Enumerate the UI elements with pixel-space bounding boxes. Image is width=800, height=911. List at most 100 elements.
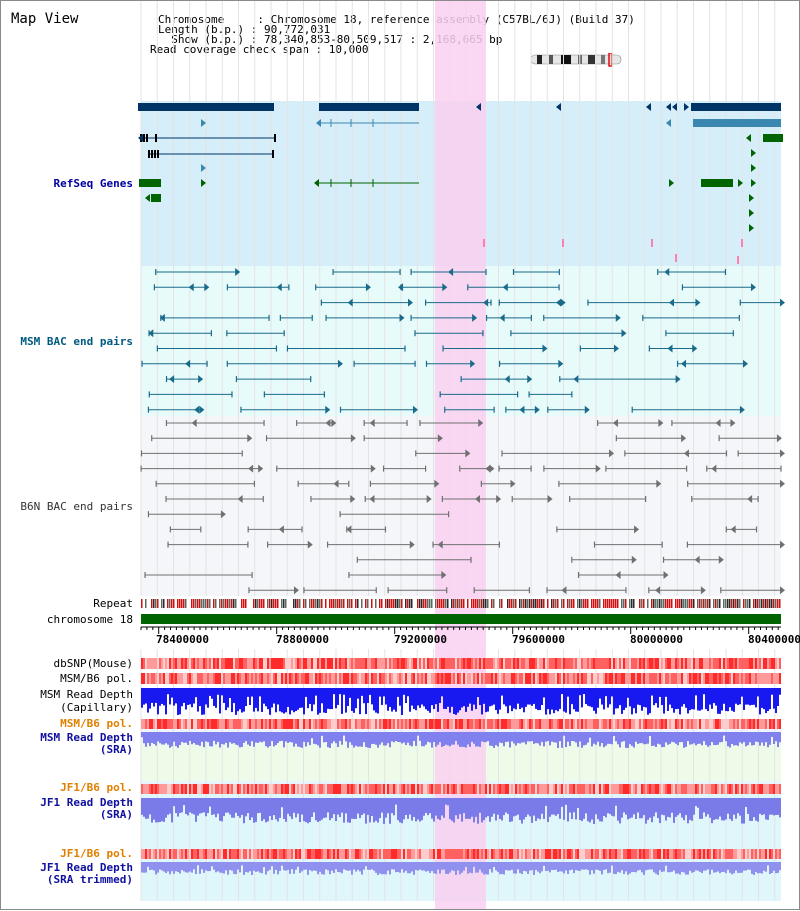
jf1-depth-trim-bin <box>341 862 343 874</box>
msm-b6-pol-sra-bin <box>621 719 623 729</box>
repeat-element <box>337 599 339 608</box>
repeat-element <box>463 599 465 608</box>
dbsnp-bin <box>707 658 709 669</box>
repeat-element <box>375 599 377 608</box>
msm-b6-pol-sra-bin <box>281 719 283 729</box>
msm-b6-pol-bin <box>611 673 613 684</box>
jf1-depth-trim-bin <box>419 862 421 870</box>
refseq-genes-label[interactable]: RefSeq Genes <box>53 177 133 190</box>
bac-end-arrow <box>478 419 484 427</box>
msm-b6-pol-bin <box>225 673 227 684</box>
msm-depth-sra-bin <box>255 732 257 743</box>
msm-depth-capillary-label[interactable]: MSM Read Depth <box>40 688 133 701</box>
jf1-depth-sra-bin <box>155 798 157 823</box>
msm-depth-capillary-bin <box>143 688 145 705</box>
repeat-element <box>199 599 201 608</box>
msm-depth-capillary-bin <box>297 688 299 710</box>
msm-b6-pol-sra-bin <box>217 719 219 729</box>
msm-b6-pol-label[interactable]: MSM/B6 pol. <box>60 672 133 685</box>
msm-depth-sra-bin <box>547 732 549 741</box>
jf1-b6-pol-trim-bin <box>217 849 219 859</box>
msm-b6-pol-sra-label[interactable]: MSM/B6 pol. <box>60 717 133 730</box>
chromosome-ideogram[interactable] <box>529 53 625 67</box>
jf1-depth-sra-bin <box>599 798 601 822</box>
bac-end-arrow <box>776 434 782 443</box>
jf1-b6-pol-trim-label[interactable]: JF1/B6 pol. <box>60 847 133 860</box>
jf1-b6-pol-bin <box>625 784 627 794</box>
jf1-depth-sra-bin <box>495 798 497 821</box>
jf1-b6-pol-bin <box>423 784 425 794</box>
msm-b6-pol-sra-bin <box>535 719 537 729</box>
msm-depth-sra-bin <box>517 732 519 744</box>
msm-depth-capillary-bin <box>221 688 223 696</box>
msm-depth-sra-bin <box>503 732 505 747</box>
msm-b6-pol-sra-bin <box>323 719 325 729</box>
jf1-depth-sra-bin <box>701 798 703 819</box>
jf1-b6-pol-bin <box>473 784 475 794</box>
msm-depth-sra-bin <box>529 732 531 742</box>
jf1-depth-sra-bin <box>247 798 249 814</box>
repeat-element <box>397 599 399 608</box>
msm-depth-capillary-bin <box>693 688 695 710</box>
jf1-b6-pol-trim-bin <box>341 849 343 859</box>
msm-b6-pol-bin <box>627 673 629 684</box>
jf1-depth-sra-bin <box>557 798 559 815</box>
jf1-depth-trim-label[interactable]: JF1 Read Depth <box>40 861 133 874</box>
msm-depth-sra-bin <box>471 732 473 742</box>
msm-depth-capillary-bin <box>639 688 641 706</box>
msm-b6-pol-bin <box>427 673 429 684</box>
msm-b6-pol-bin <box>267 673 269 684</box>
jf1-b6-pol-bin <box>517 784 519 794</box>
bac-end-arrow <box>621 329 627 338</box>
jf1-b6-pol-trim-bin <box>169 849 171 859</box>
jf1-b6-pol-bin <box>225 784 227 794</box>
jf1-depth-trim-bin <box>501 862 503 875</box>
jf1-depth-trim-bin <box>699 862 701 872</box>
jf1-depth-sra-bin <box>479 798 481 813</box>
jf1-depth-sra-label[interactable]: JF1 Read Depth <box>40 796 133 809</box>
jf1-b6-pol-bin <box>571 784 573 794</box>
strand-arrow <box>738 179 743 187</box>
jf1-depth-sra-bin <box>301 798 303 815</box>
msm-depth-sra-bin <box>699 732 701 744</box>
dbsnp-bin <box>599 658 601 669</box>
dbsnp-bin <box>693 658 695 669</box>
jf1-b6-pol-trim-bin <box>475 849 477 859</box>
jf1-b6-pol-trim-bin <box>171 849 173 859</box>
jf1-depth-trim-bin <box>399 862 401 873</box>
jf1-b6-pol-bin <box>679 784 681 794</box>
msm-b6-pol-bin <box>197 673 199 684</box>
jf1-b6-pol-bin <box>209 784 211 794</box>
msm-b6-pol-bin <box>591 673 593 684</box>
jf1-b6-pol-trim-bin <box>729 849 731 859</box>
msm-depth-sra-bin <box>379 732 381 745</box>
dbsnp-label[interactable]: dbSNP(Mouse) <box>53 657 133 670</box>
jf1-b6-pol-trim-bin <box>173 849 175 859</box>
jf1-depth-trim-bin <box>383 862 385 875</box>
repeat-element <box>513 599 515 608</box>
msm-b6-pol-sra-bin <box>699 719 701 729</box>
jf1-depth-trim-bin <box>549 862 551 873</box>
msm-b6-pol-bin <box>663 673 665 684</box>
b6n-bac-label[interactable]: B6N BAC end pairs <box>20 500 133 513</box>
msm-depth-capillary-bin <box>335 688 337 709</box>
msm-b6-pol-bin <box>327 673 329 684</box>
msm-b6-pol-sra-bin <box>293 719 295 729</box>
jf1-b6-pol-label[interactable]: JF1/B6 pol. <box>60 781 133 794</box>
dbsnp-bin <box>161 658 163 669</box>
msm-bac-label[interactable]: MSM BAC end pairs <box>20 335 133 348</box>
dbsnp-bin <box>359 658 361 669</box>
msm-depth-sra-bin <box>267 732 269 748</box>
jf1-depth-trim-bin <box>301 862 303 872</box>
msm-b6-pol-bin <box>425 673 427 684</box>
jf1-b6-pol-bin <box>235 784 237 794</box>
msm-b6-pol-sra-bin <box>711 719 713 729</box>
msm-depth-capillary-bin <box>567 688 569 697</box>
msm-depth-capillary-bin <box>543 688 545 698</box>
msm-b6-pol-bin <box>361 673 363 684</box>
gene-block <box>138 103 274 111</box>
msm-depth-capillary-bin <box>575 688 577 712</box>
jf1-b6-pol-trim-bin <box>337 849 339 859</box>
msm-depth-capillary-bin <box>619 688 621 706</box>
msm-depth-sra-label[interactable]: MSM Read Depth <box>40 731 133 744</box>
